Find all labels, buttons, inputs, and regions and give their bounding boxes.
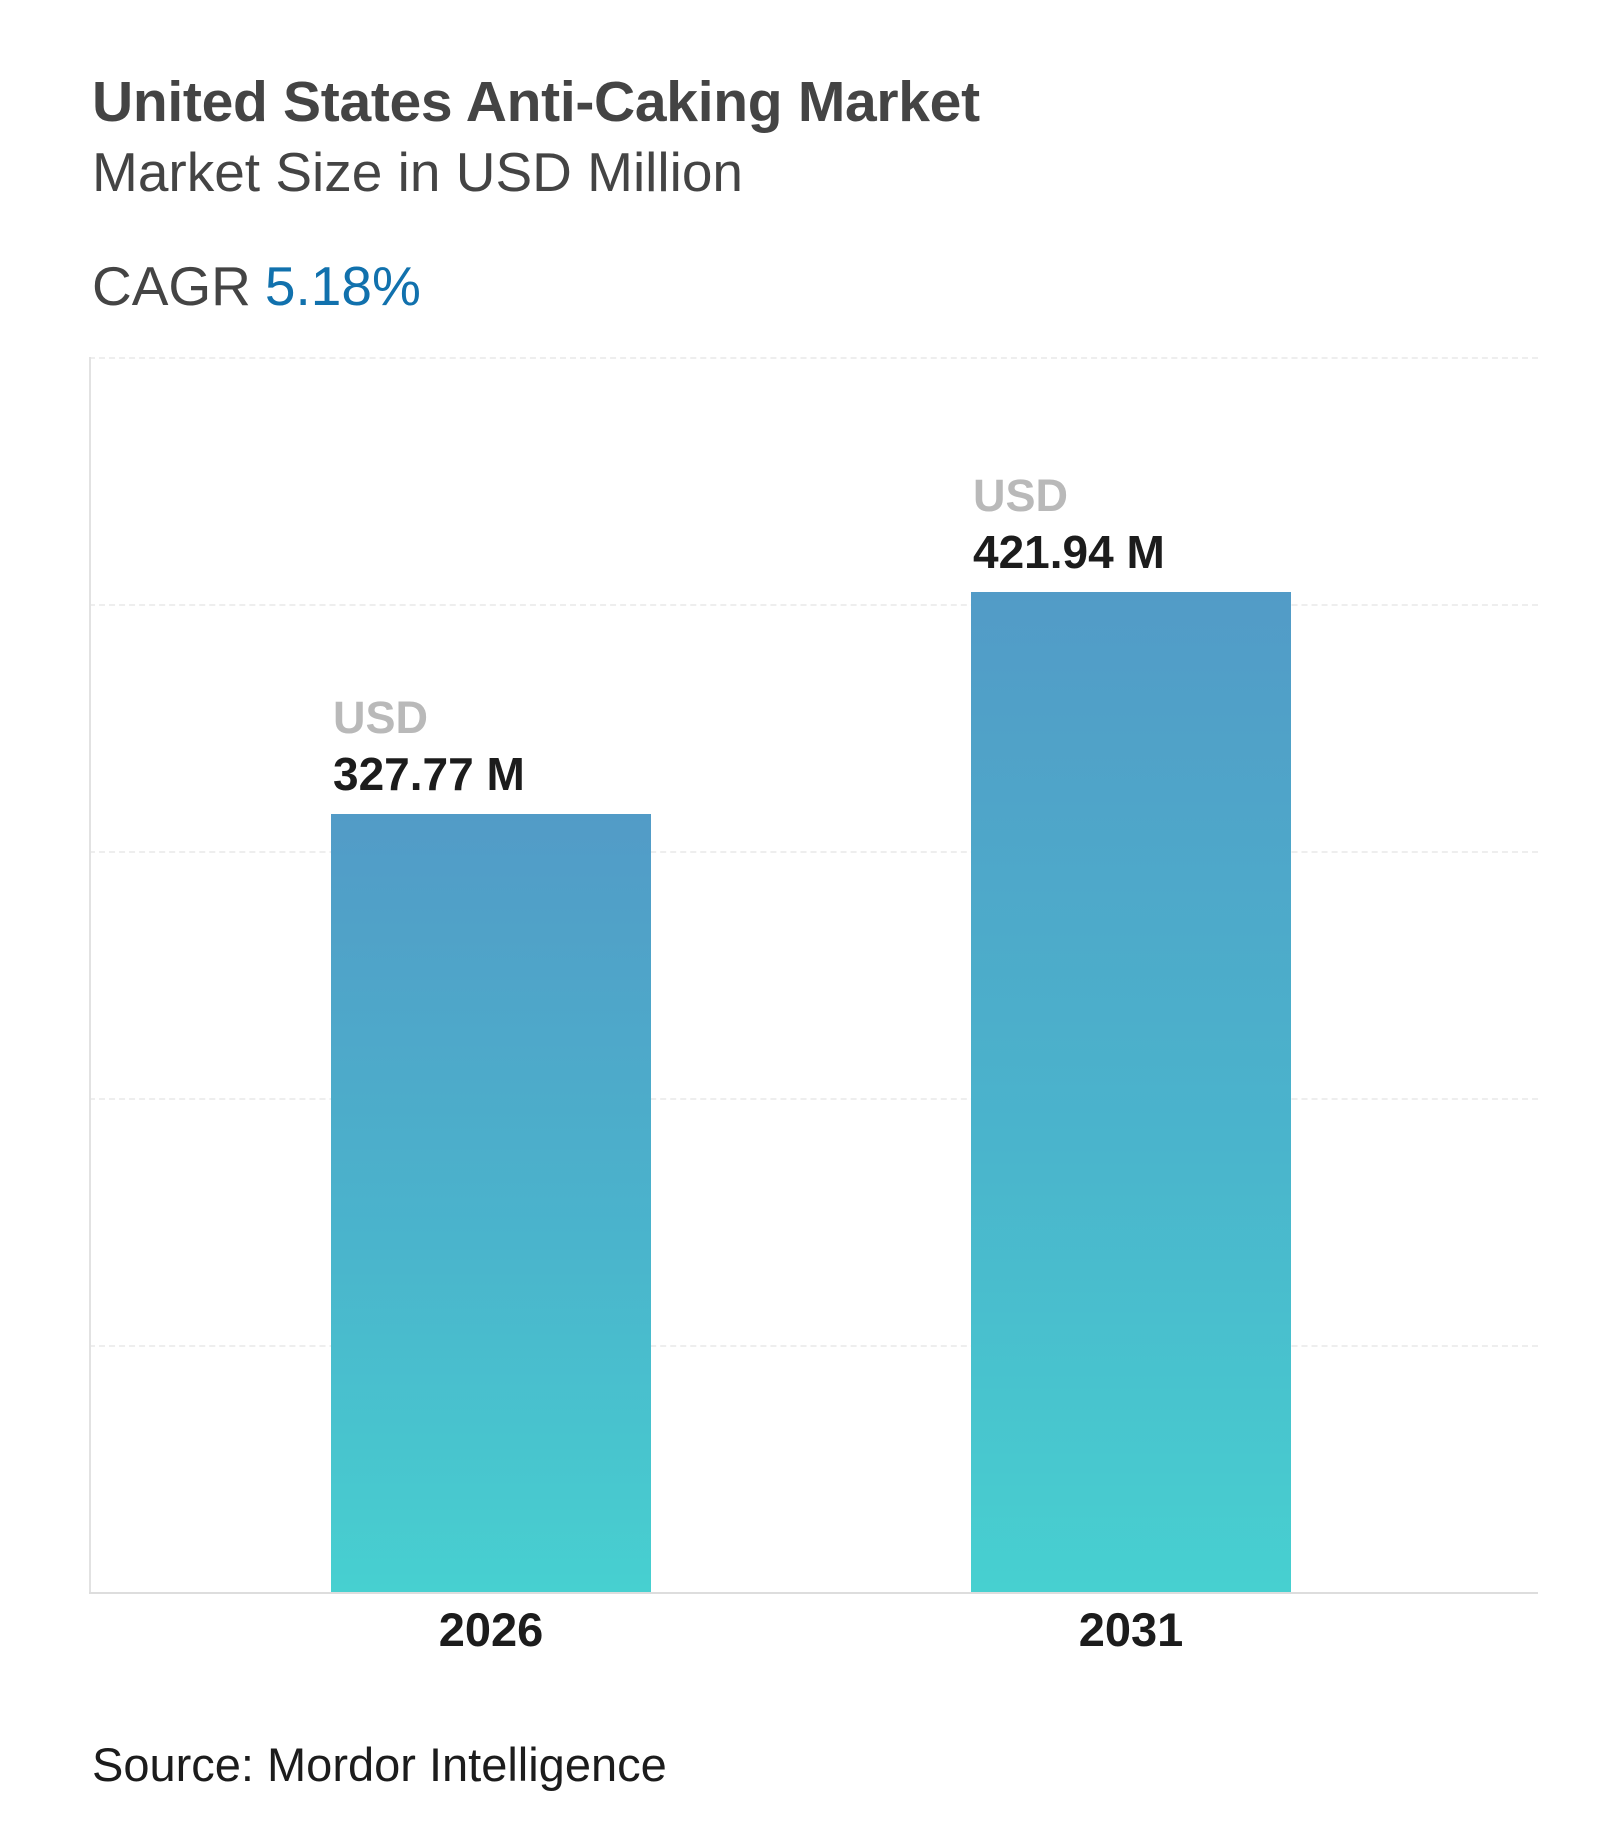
gridline <box>89 851 1538 853</box>
gridline <box>89 1098 1538 1100</box>
source-note: Source: Mordor Intelligence <box>92 1738 667 1791</box>
bar-currency-label-2031: USD <box>973 470 1069 521</box>
cagr-label: CAGR <box>92 255 251 317</box>
gridline <box>89 1345 1538 1347</box>
chart-title: United States Anti-Caking Market <box>92 70 980 134</box>
bar-value-label-2031: 421.94 M <box>973 526 1165 578</box>
gridline <box>89 604 1538 606</box>
x-axis-line <box>89 1592 1538 1594</box>
x-tick-label-2031: 2031 <box>1078 1603 1184 1656</box>
x-tick-label-2026: 2026 <box>438 1603 544 1656</box>
chart-subtitle: Market Size in USD Million <box>92 141 744 203</box>
bar-currency-label-2026: USD <box>333 692 429 743</box>
plot-area: USD 327.77 M USD 421.94 M 2026 2031 <box>89 357 1538 1655</box>
gridline <box>89 357 1538 359</box>
bar-value-label-2026: 327.77 M <box>333 748 525 800</box>
bar-2031 <box>971 592 1291 1592</box>
cagr-value: 5.18% <box>264 255 421 317</box>
cagr-annotation: CAGR 5.18% <box>92 256 421 316</box>
bar-2026 <box>331 814 651 1592</box>
y-axis-line <box>89 357 91 1592</box>
